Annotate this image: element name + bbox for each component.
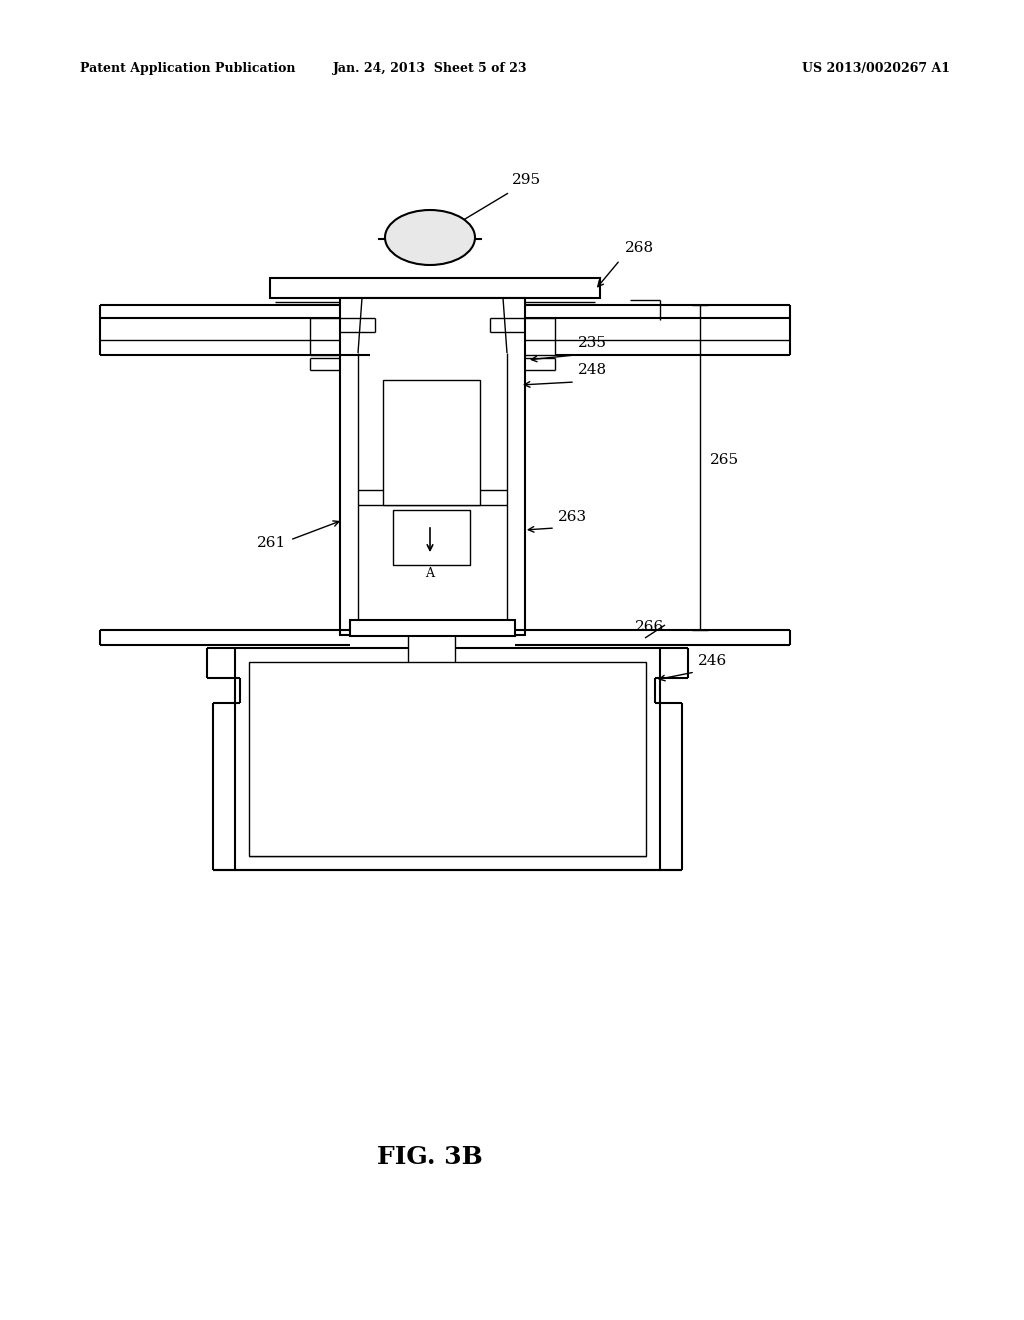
Text: 266: 266: [635, 620, 665, 634]
Text: 295: 295: [512, 173, 541, 187]
Text: 235: 235: [578, 337, 607, 350]
Text: 246: 246: [698, 653, 727, 668]
Bar: [249, 663, 646, 855]
Bar: [393, 510, 470, 565]
Text: 265: 265: [710, 453, 739, 467]
Text: 248: 248: [578, 363, 607, 378]
Text: 268: 268: [625, 242, 654, 255]
Bar: [408, 635, 455, 741]
Text: FIG. 3B: FIG. 3B: [377, 1144, 483, 1170]
Text: Jan. 24, 2013  Sheet 5 of 23: Jan. 24, 2013 Sheet 5 of 23: [333, 62, 527, 75]
Bar: [415, 741, 447, 800]
Text: 261: 261: [257, 536, 286, 550]
Bar: [350, 620, 515, 636]
Text: A: A: [426, 568, 434, 579]
Text: US 2013/0020267 A1: US 2013/0020267 A1: [802, 62, 950, 75]
Text: Patent Application Publication: Patent Application Publication: [80, 62, 296, 75]
Bar: [383, 380, 480, 506]
Bar: [340, 298, 525, 635]
Bar: [270, 279, 600, 298]
Ellipse shape: [385, 210, 475, 265]
Bar: [234, 648, 660, 870]
Text: 263: 263: [558, 510, 587, 524]
